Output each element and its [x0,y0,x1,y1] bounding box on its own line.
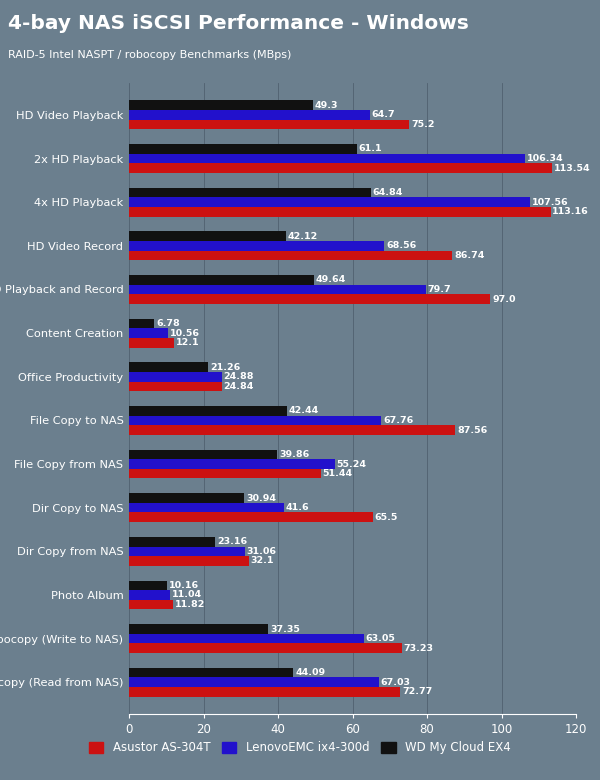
Bar [129,547,245,556]
Bar [129,275,314,285]
Bar [129,459,335,469]
Text: 21.26: 21.26 [210,363,241,371]
Text: 23.16: 23.16 [217,537,247,546]
Bar [129,512,373,522]
Bar [129,119,409,129]
Bar [129,285,426,294]
Bar [129,319,154,328]
Text: 6.78: 6.78 [156,319,180,328]
Text: 39.86: 39.86 [280,450,310,459]
Bar [129,580,167,590]
Bar [129,338,174,348]
Bar [129,197,530,207]
Text: 97.0: 97.0 [492,295,515,303]
Bar [129,668,293,678]
Text: RAID-5 Intel NASPT / robocopy Benchmarks (MBps): RAID-5 Intel NASPT / robocopy Benchmarks… [8,50,291,60]
Bar [129,590,170,600]
Text: 79.7: 79.7 [428,285,451,294]
Text: 65.5: 65.5 [375,512,398,522]
Bar [129,644,402,653]
Text: 113.54: 113.54 [554,164,590,172]
Text: 61.1: 61.1 [358,144,382,154]
Bar [129,328,169,338]
Bar [129,425,455,434]
Text: 11.82: 11.82 [175,600,205,609]
Bar [129,406,287,416]
Text: 87.56: 87.56 [457,426,487,434]
Text: 63.05: 63.05 [366,634,395,644]
Text: 44.09: 44.09 [295,668,325,677]
Bar [129,556,248,566]
Text: 32.1: 32.1 [250,556,274,566]
Text: 106.34: 106.34 [527,154,563,163]
Bar [129,372,221,381]
Bar [129,232,286,241]
Text: 31.06: 31.06 [247,547,277,556]
Bar [129,250,452,261]
Text: 64.7: 64.7 [372,111,395,119]
Text: 49.64: 49.64 [316,275,346,285]
Text: 10.16: 10.16 [169,581,199,590]
Text: 73.23: 73.23 [404,644,434,653]
Text: 67.76: 67.76 [383,416,413,425]
Bar [129,381,221,391]
Bar [129,207,551,217]
Text: 49.3: 49.3 [314,101,338,110]
Text: 42.44: 42.44 [289,406,319,415]
Text: 68.56: 68.56 [386,241,416,250]
Text: 51.44: 51.44 [322,469,353,478]
Text: 11.04: 11.04 [172,590,202,600]
Bar [129,110,370,119]
Bar [129,624,268,634]
Bar [129,678,379,687]
Text: 72.77: 72.77 [402,687,432,697]
Bar [129,687,400,697]
Text: 42.12: 42.12 [288,232,318,241]
Bar [129,294,490,304]
Bar [129,101,313,110]
Text: 107.56: 107.56 [532,197,568,207]
Bar [129,469,320,478]
Text: 55.24: 55.24 [337,459,367,469]
Legend: Asustor AS-304T, LenovoEMC ix4-300d, WD My Cloud EX4: Asustor AS-304T, LenovoEMC ix4-300d, WD … [85,736,515,759]
Bar [129,363,208,372]
Text: 64.84: 64.84 [373,188,403,197]
Bar [129,537,215,547]
Bar [129,503,284,512]
Text: 24.88: 24.88 [224,372,254,381]
Bar [129,493,244,503]
Text: 86.74: 86.74 [454,251,484,260]
Text: 41.6: 41.6 [286,503,310,512]
Text: 10.56: 10.56 [170,328,200,338]
Text: 30.94: 30.94 [246,494,276,502]
Bar [129,188,371,197]
Bar [129,634,364,644]
Text: 75.2: 75.2 [411,120,434,129]
Text: 4-bay NAS iSCSI Performance - Windows: 4-bay NAS iSCSI Performance - Windows [8,14,469,34]
Bar [129,416,382,425]
Text: 113.16: 113.16 [553,207,589,216]
Bar [129,163,552,173]
Bar [129,449,277,459]
Text: 37.35: 37.35 [270,625,300,633]
Bar [129,600,173,609]
Text: 24.84: 24.84 [223,382,254,391]
Bar [129,154,525,163]
Text: 12.1: 12.1 [176,339,200,347]
Bar [129,144,356,154]
Bar [129,241,385,250]
Text: 67.03: 67.03 [380,678,410,686]
